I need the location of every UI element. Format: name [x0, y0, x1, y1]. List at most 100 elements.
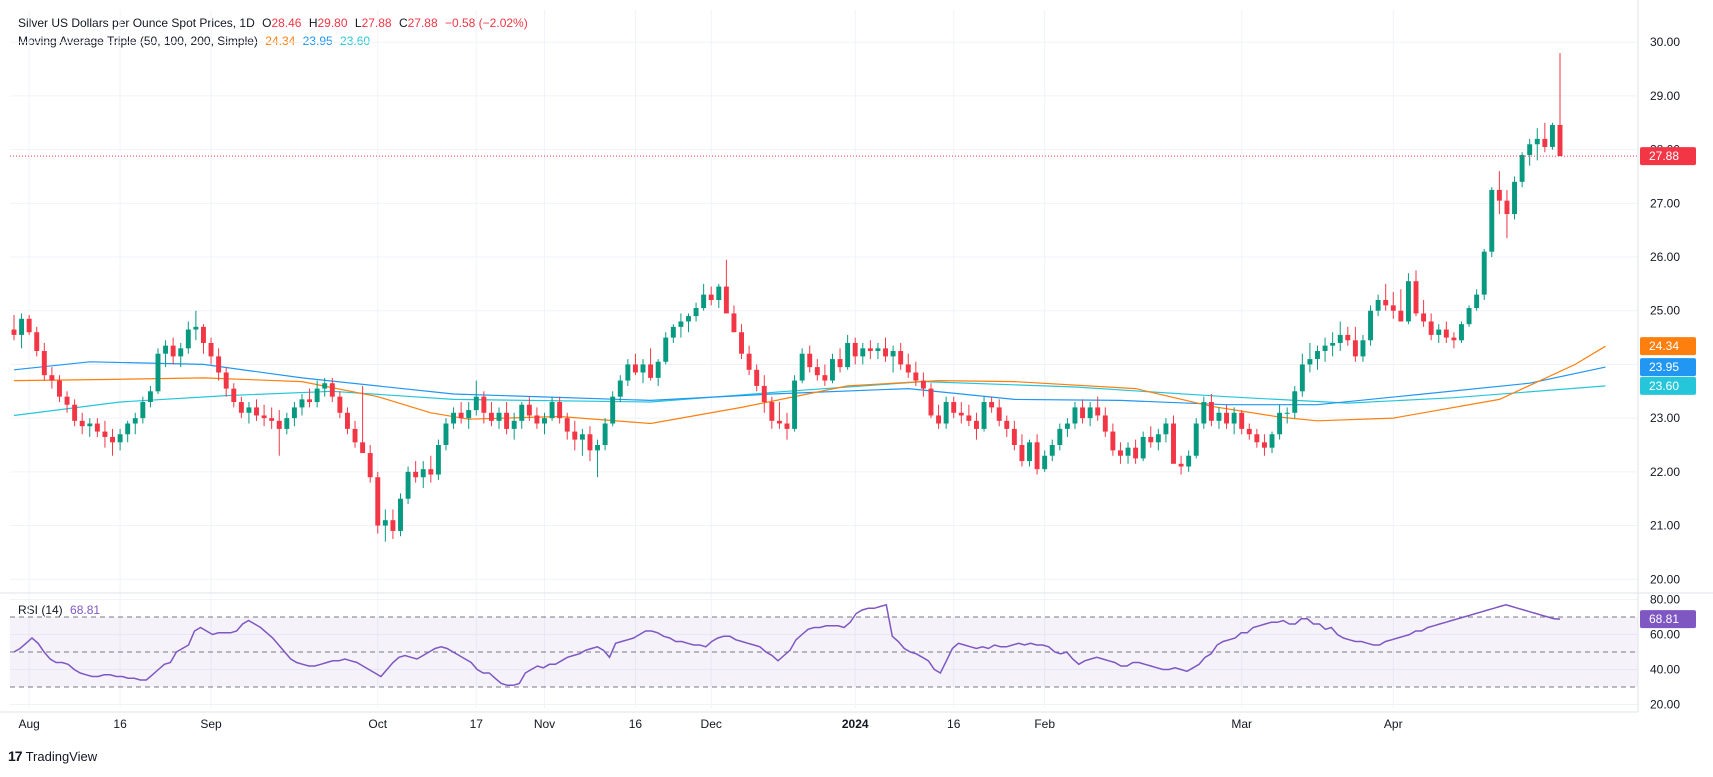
candle-body: [1208, 402, 1214, 421]
candle: [231, 383, 237, 408]
candle-body: [435, 445, 441, 475]
candle-body: [1459, 324, 1464, 341]
candle: [1171, 415, 1176, 464]
time-tick-label: 16: [629, 717, 643, 731]
candle-body: [1178, 463, 1184, 467]
candle-body: [1436, 329, 1442, 335]
candle-body: [1239, 412, 1245, 429]
candle: [1117, 442, 1123, 464]
candle: [11, 315, 17, 341]
candle: [238, 396, 244, 419]
last-price-badge-bg: [1640, 147, 1696, 166]
candle-body: [428, 469, 434, 475]
candle-body: [557, 402, 563, 419]
candle-body: [731, 313, 737, 333]
candle-body: [587, 434, 593, 451]
candle: [147, 385, 153, 408]
candle: [890, 345, 896, 373]
rsi-tick-label: 80.00: [1650, 593, 1680, 607]
candle-body: [246, 407, 252, 413]
candle: [428, 455, 434, 483]
candle-body: [1368, 310, 1374, 341]
candles: [11, 52, 1563, 542]
candle-body: [1519, 155, 1525, 182]
candle-body: [1284, 412, 1290, 414]
candle-body: [845, 342, 851, 368]
candle: [64, 391, 70, 413]
candle: [1360, 334, 1366, 362]
candle-body: [898, 351, 904, 365]
candle: [1481, 248, 1487, 300]
candle: [579, 428, 585, 456]
candle-body: [723, 286, 729, 314]
candle: [254, 399, 259, 421]
rsi-value: 68.81: [70, 603, 101, 617]
candle-body: [1155, 434, 1161, 443]
candle: [1140, 431, 1146, 462]
candle: [41, 342, 47, 381]
candle: [405, 466, 411, 505]
time-tick-label: Apr: [1384, 717, 1403, 731]
candle-body: [11, 329, 17, 335]
candle-body: [1254, 434, 1260, 443]
candle: [504, 402, 510, 435]
candle-body: [72, 404, 78, 421]
candle-body: [451, 412, 457, 424]
tradingview-logo[interactable]: 17 TradingView: [8, 748, 97, 764]
candle-body: [1451, 337, 1457, 341]
candle-body: [1261, 442, 1267, 448]
candle-body: [564, 418, 570, 432]
candle-body: [617, 380, 623, 397]
candle: [1254, 428, 1260, 448]
candle-body: [943, 402, 949, 424]
candle: [648, 348, 654, 381]
candle-body: [1421, 313, 1427, 322]
candle: [716, 283, 722, 309]
candle: [1193, 418, 1199, 459]
candle: [867, 340, 873, 360]
candle: [1148, 426, 1154, 448]
candle: [807, 345, 813, 373]
candle-body: [1375, 300, 1381, 311]
axes: [0, 0, 1713, 713]
candle-body: [905, 364, 911, 373]
candle: [1095, 396, 1101, 421]
rsi-series-line: [13, 603, 1561, 687]
rsi-reference-lines: [10, 616, 1638, 688]
candle-body: [398, 498, 403, 531]
candle: [920, 372, 926, 397]
candle: [1345, 326, 1351, 346]
candle: [625, 359, 631, 386]
close-value: 27.88: [407, 16, 438, 30]
candle-body: [792, 380, 798, 429]
candle: [602, 418, 608, 451]
candle-body: [602, 423, 608, 445]
candle-body: [776, 420, 782, 424]
time-axis-labels: Aug 16 Sep Oct 17 Nov 16 Dec 2024 16 Feb Mar Apr: [18, 717, 1402, 731]
candle-body: [890, 351, 896, 357]
candle: [117, 428, 123, 451]
candle: [557, 396, 563, 424]
candle: [1557, 52, 1563, 157]
candle-body: [1428, 321, 1434, 335]
candle: [1322, 337, 1328, 362]
candle: [875, 342, 881, 360]
candle-body: [284, 418, 290, 429]
candle-body: [1133, 447, 1139, 459]
candle: [49, 367, 55, 389]
rsi-badge: 68.81: [1640, 610, 1696, 629]
candle-body: [830, 359, 835, 381]
candle: [72, 399, 78, 427]
rsi-badge-bg: [1640, 610, 1696, 629]
time-tick-label: 16: [947, 717, 961, 731]
candle-body: [117, 434, 123, 443]
candle-body: [473, 396, 479, 411]
candle: [87, 418, 93, 437]
candle: [420, 461, 426, 488]
candle-body: [1466, 308, 1472, 325]
ma200-badge: 23.60: [1640, 376, 1696, 395]
candle-body: [1095, 407, 1101, 416]
candle-body: [1496, 189, 1502, 201]
candle: [754, 364, 760, 392]
